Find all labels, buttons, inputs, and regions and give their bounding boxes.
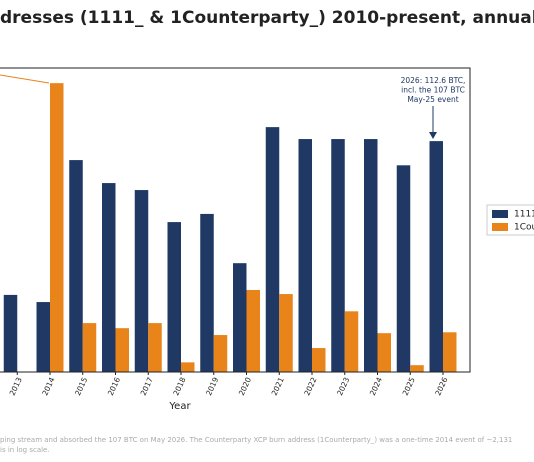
bar — [102, 183, 116, 372]
x-tick-label: 2022 — [302, 376, 318, 397]
bar — [50, 83, 64, 373]
chart-title: dresses (1111_ & 1Counterparty_) 2010-pr… — [0, 8, 534, 28]
footnote: ping stream and absorbed the 107 BTC on … — [0, 436, 512, 444]
x-tick-label: 2021 — [270, 376, 286, 397]
bar — [82, 323, 97, 372]
x-tick-label: 2014 — [40, 376, 56, 397]
annotation-arrow — [0, 74, 50, 84]
annotation-text: incl. the 107 BTC — [401, 86, 465, 95]
legend-swatch — [492, 223, 508, 231]
x-tick-label: 2024 — [368, 376, 384, 397]
x-tick-label: 2019 — [204, 376, 220, 397]
bar — [396, 165, 411, 372]
bar — [36, 302, 50, 372]
bar — [134, 190, 149, 372]
x-tick-label: 2023 — [335, 376, 351, 397]
bar — [429, 141, 443, 372]
footnote: is in log scale. — [0, 446, 50, 454]
x-tick-label: 2018 — [171, 376, 187, 397]
bar — [265, 127, 280, 372]
bar — [443, 332, 457, 372]
legend-label: 1Cou — [514, 223, 534, 233]
bar — [331, 139, 345, 372]
bar — [69, 160, 83, 372]
bar — [181, 362, 195, 372]
bar — [167, 222, 181, 372]
annotation-arrowhead — [429, 132, 437, 139]
bar — [298, 139, 312, 372]
bar — [200, 213, 214, 372]
legend-swatch — [492, 210, 508, 218]
bar — [377, 333, 391, 372]
plot-frame — [0, 67, 471, 373]
x-tick-label: 2026 — [433, 376, 449, 397]
x-tick-label: 2016 — [106, 376, 122, 397]
bar — [3, 294, 18, 372]
annotation-text: May-25 event — [407, 95, 458, 104]
annotation-text: 2026: 112.6 BTC, — [401, 76, 466, 85]
x-tick-label: 2017 — [139, 376, 155, 397]
x-tick-label: 2013 — [8, 376, 24, 397]
x-tick-label: 2015 — [73, 376, 89, 397]
bar — [312, 348, 326, 372]
bar — [148, 323, 162, 372]
bar — [344, 311, 359, 372]
bar — [410, 365, 424, 372]
bar — [233, 263, 247, 372]
bar — [364, 139, 378, 372]
bar — [213, 335, 228, 372]
bar — [279, 294, 293, 372]
x-tick-label: 2020 — [237, 376, 253, 397]
legend-label: 1111 — [514, 210, 534, 220]
bar — [246, 289, 260, 372]
x-tick-label: 2025 — [401, 376, 417, 397]
x-axis-label: Year — [168, 401, 191, 412]
bar — [115, 328, 129, 372]
